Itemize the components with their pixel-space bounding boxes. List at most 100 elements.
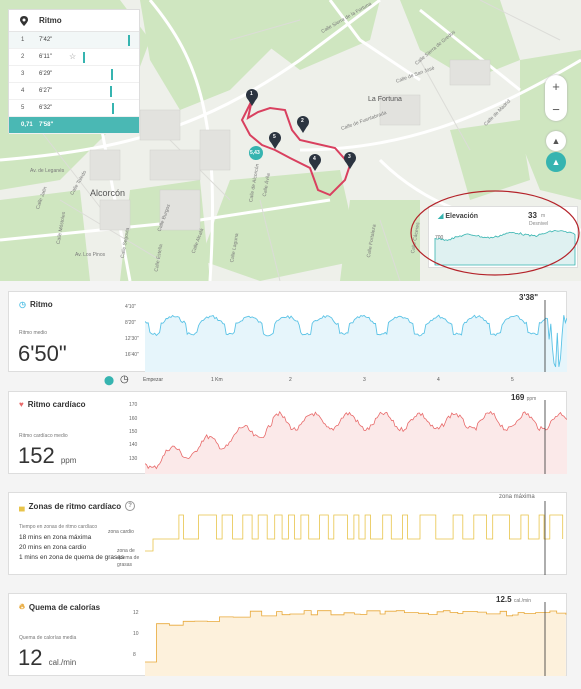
hr-title: ♥ Ritmo cardíaco: [19, 400, 86, 409]
clock-toggle-icon[interactable]: ◷: [120, 374, 129, 385]
hr-unit: ppm: [60, 456, 77, 465]
pace-tick: 12'30": [125, 336, 139, 342]
pace-splits-title: Ritmo: [39, 16, 62, 25]
hr-zones-chart[interactable]: [145, 501, 567, 575]
hr-tick: 140: [129, 442, 138, 448]
cal-tick: 12: [133, 610, 139, 616]
cal-tick: 10: [133, 631, 139, 637]
axis-tick: 5: [511, 377, 514, 383]
split-number: 2: [21, 54, 25, 60]
zoom-out-button[interactable]: −: [552, 102, 560, 117]
split-number: 1: [21, 37, 25, 43]
split-number: 0,71: [21, 122, 33, 128]
distance-axis: ⬤ ◷ Empezar 1 Km 2 3 4 5: [0, 372, 581, 388]
zoom-control: + −: [545, 75, 567, 121]
axis-tick: 1 Km: [211, 377, 223, 383]
pace-max-label: 3'38": [519, 293, 539, 302]
pace-avg-label: Ritmo medio: [19, 330, 48, 336]
calories-max: 12.5 cal./min: [496, 595, 531, 604]
split-bar: [83, 52, 85, 63]
route-markers: [246, 89, 356, 171]
split-number: 3: [21, 71, 25, 77]
marker-5: [269, 132, 281, 149]
terrain-icon[interactable]: ▲: [546, 131, 566, 151]
heart-rate-panel: ♥ Ritmo cardíaco Ritmo cardíaco medio 152…: [8, 391, 567, 474]
split-pace: 6'27": [39, 88, 53, 94]
calories-title: 🔥︎ Quema de calorías: [19, 602, 101, 612]
pace-splits-panel: Ritmo 1 7'42" 2 6'11" ☆ 3 6'29" 4 6'27" 5 6'32" 0,…: [8, 9, 140, 134]
pace-tick: 16'40": [125, 352, 139, 358]
axis-tick: 4: [437, 377, 440, 383]
hr-avg: 152 ppm: [18, 443, 76, 469]
hr-avg-value: 152: [18, 443, 55, 468]
current-marker-label: 5,43: [250, 150, 260, 156]
hr-max-value: 169: [511, 393, 525, 402]
marker-1-label: 1: [250, 91, 253, 97]
map-background: [0, 0, 581, 281]
calories-avg-label: Quema de calorías media: [19, 635, 77, 641]
pace-split-total[interactable]: 0,71 7'58": [9, 117, 139, 134]
hr-max: 169 ppm: [511, 393, 536, 402]
split-bar: [111, 103, 114, 114]
flame-icon: 🔥︎: [19, 602, 25, 611]
marker-4-label: 4: [313, 156, 316, 162]
pace-title: ◷ Ritmo: [19, 300, 53, 309]
split-bar: [109, 86, 112, 97]
pace-panel: ◷ Ritmo Ritmo medio 6'50" 4'10" 8'20" 12'…: [8, 291, 567, 372]
pace-split-row[interactable]: 2 6'11" ☆: [9, 49, 139, 66]
hr-tick: 130: [129, 456, 138, 462]
axis-tick: 2: [289, 377, 292, 383]
zoom-in-button[interactable]: +: [552, 79, 560, 94]
zones-max-label: zona máxima: [499, 494, 535, 500]
calories-max-unit: cal./min: [513, 598, 532, 604]
elevation-panel: ◢ Elevación 33 m Desnivel 700 650: [428, 206, 578, 268]
marker-2: [297, 116, 309, 133]
zones-subtitle: Tiempo en zonas de ritmo cardíaco: [19, 524, 98, 530]
pace-split-row[interactable]: 3 6'29": [9, 66, 139, 83]
zone-tick: zona de quema de grasas: [117, 548, 140, 568]
split-pace: 7'58": [39, 122, 54, 128]
split-number: 5: [21, 105, 25, 111]
pace-splits-header: Ritmo: [9, 10, 139, 32]
heart-rate-chart[interactable]: [145, 400, 567, 474]
district-label: La Fortuna: [368, 96, 402, 103]
hr-tick: 150: [129, 429, 138, 435]
map-pin-toggle-icon[interactable]: ⬤: [104, 375, 115, 385]
split-bar: [127, 35, 130, 46]
zone-line: 18 mins en zona máxima: [19, 534, 92, 541]
calories-chart[interactable]: [145, 602, 567, 676]
calories-panel: 🔥︎ Quema de calorías Quema de calorías me…: [8, 593, 567, 676]
elevation-toggle-icon[interactable]: ▲: [546, 152, 566, 172]
current-position-marker: [249, 146, 263, 160]
zone-tick: zona cardio: [108, 529, 134, 535]
street-label: Av. Los Pinos: [75, 252, 106, 258]
hr-zones-panel: ▄ Zonas de ritmo cardíaco? Tiempo en zona…: [8, 492, 567, 575]
calories-avg-value: 12: [18, 645, 43, 670]
hr-max-unit: ppm: [526, 396, 537, 402]
split-bar: [110, 69, 113, 80]
clock-icon: ◷: [19, 300, 26, 309]
location-pin-icon: [20, 15, 28, 26]
pace-split-row[interactable]: 1 7'42": [9, 32, 139, 49]
marker-5-label: 5: [273, 134, 276, 140]
calories-unit: cal./min: [48, 658, 77, 667]
split-pace: 6'29": [39, 71, 53, 77]
town-label: Alcorcón: [90, 188, 126, 198]
hr-tick: 160: [129, 416, 138, 422]
pace-tick: 8'20": [125, 320, 137, 326]
route-path: [240, 99, 352, 197]
pace-tick: 4'10": [125, 304, 137, 310]
split-pace: 6'32": [39, 105, 53, 111]
zone-line: 1 mins en zona de quema de grasas: [19, 554, 125, 561]
pace-split-row[interactable]: 4 6'27": [9, 83, 139, 100]
help-icon[interactable]: ?: [125, 501, 136, 511]
pace-chart[interactable]: [145, 300, 567, 372]
marker-1: [246, 89, 258, 106]
axis-tick: Empezar: [143, 377, 164, 383]
axis-tick: 3: [363, 377, 366, 383]
star-icon[interactable]: ☆: [69, 52, 77, 61]
route-map[interactable]: Alcorcón La Fortuna Av. de Leganés Calle…: [0, 0, 581, 281]
pace-split-row[interactable]: 5 6'32": [9, 100, 139, 117]
calories-avg: 12 cal./min: [18, 645, 76, 671]
marker-2-label: 2: [301, 118, 304, 124]
